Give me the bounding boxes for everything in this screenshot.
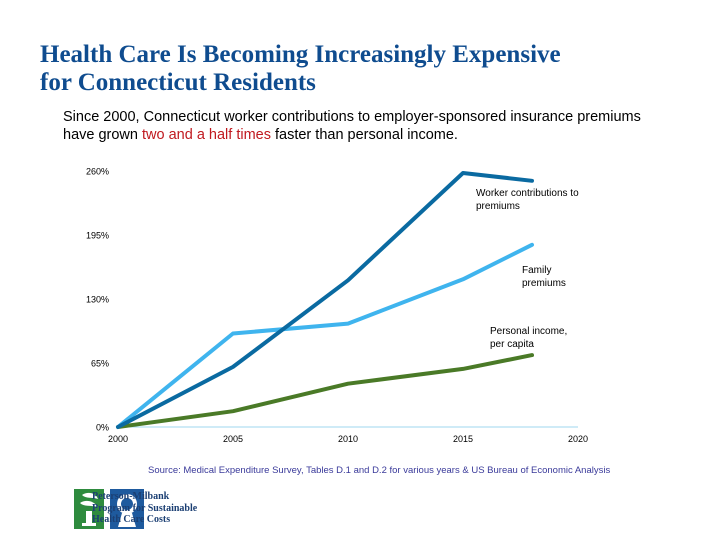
peterson-milbank-logo <box>74 489 144 529</box>
y-tick-label: 195% <box>86 231 109 241</box>
slide-subtitle: Since 2000, Connecticut worker contribut… <box>63 108 663 144</box>
x-tick-label: 2005 <box>223 434 243 444</box>
subtitle-highlight: two and a half times <box>142 127 271 143</box>
slide-title-line-2: for Connecticut Residents <box>40 69 316 96</box>
lion-icon <box>110 489 144 529</box>
source-note: Source: Medical Expenditure Survey, Tabl… <box>148 465 611 476</box>
x-tick-label: 2010 <box>338 434 358 444</box>
logo-text-line-3: Health Care Costs <box>92 514 171 525</box>
series-line-income <box>116 353 534 429</box>
x-axis-tick-labels: 2000 2005 2010 2015 2020 <box>108 434 588 444</box>
slide-title: Health Care Is Becoming Increasingly Exp… <box>40 41 700 97</box>
subtitle-text-before: Since 2000, Connecticut worker contribut… <box>63 109 641 143</box>
y-tick-label: 0% <box>96 423 109 433</box>
chart-series <box>116 171 534 429</box>
series-labels: Worker contributions to premiums Family pre… <box>476 188 579 350</box>
series-label-worker: Worker contributions to premiums <box>476 188 579 212</box>
x-tick-label: 2020 <box>568 434 588 444</box>
series-label-family: Family premiums <box>522 265 566 289</box>
subtitle-text-after: faster than personal income. <box>270 127 458 143</box>
y-tick-label: 130% <box>86 295 109 305</box>
logo-text-line-1: Peterson-Milbank <box>92 491 170 502</box>
series-label-income: Personal income, per capita <box>490 326 567 350</box>
slide-title-line-1: Health Care Is Becoming Increasingly Exp… <box>40 41 561 68</box>
torch-icon <box>74 489 104 529</box>
x-tick-label: 2015 <box>453 434 473 444</box>
y-tick-label: 260% <box>86 167 109 177</box>
series-line-family <box>116 242 534 429</box>
y-tick-label: 65% <box>91 359 109 369</box>
x-tick-label: 2000 <box>108 434 128 444</box>
y-axis-tick-labels: 0% 65% 130% 195% 260% <box>86 167 109 433</box>
logo-text: Peterson-Milbank Program for Sustainable… <box>92 491 197 526</box>
logo-text-line-2: Program for Sustainable <box>92 502 198 514</box>
series-line-worker <box>116 171 534 429</box>
